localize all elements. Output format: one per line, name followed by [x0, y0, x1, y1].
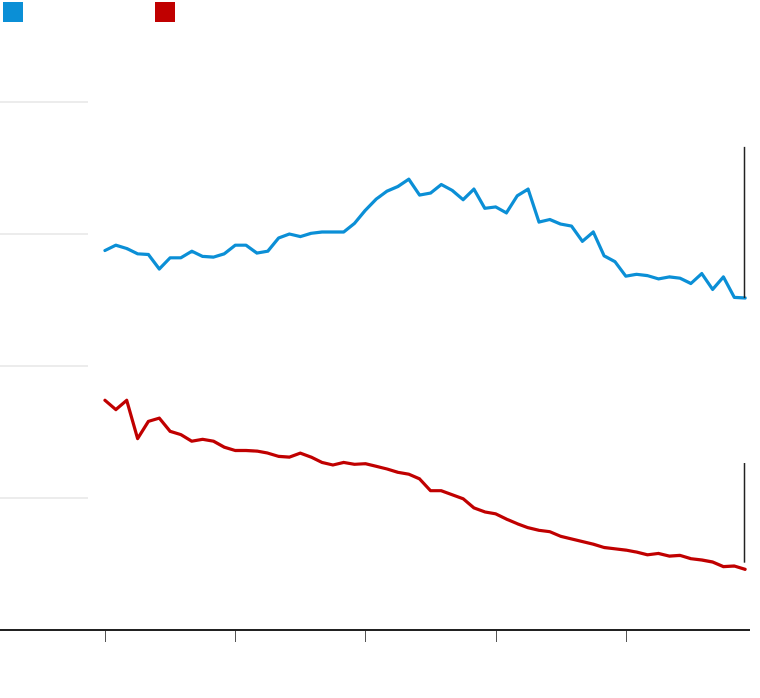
- series-line-0: [103, 177, 747, 300]
- legend-item-blue: [3, 2, 29, 22]
- legend-swatch-blue: [3, 2, 23, 22]
- legend-item-red: [155, 2, 181, 22]
- series-line-1: [103, 398, 747, 571]
- chart-legend: [0, 2, 760, 24]
- legend-swatch-red: [155, 2, 175, 22]
